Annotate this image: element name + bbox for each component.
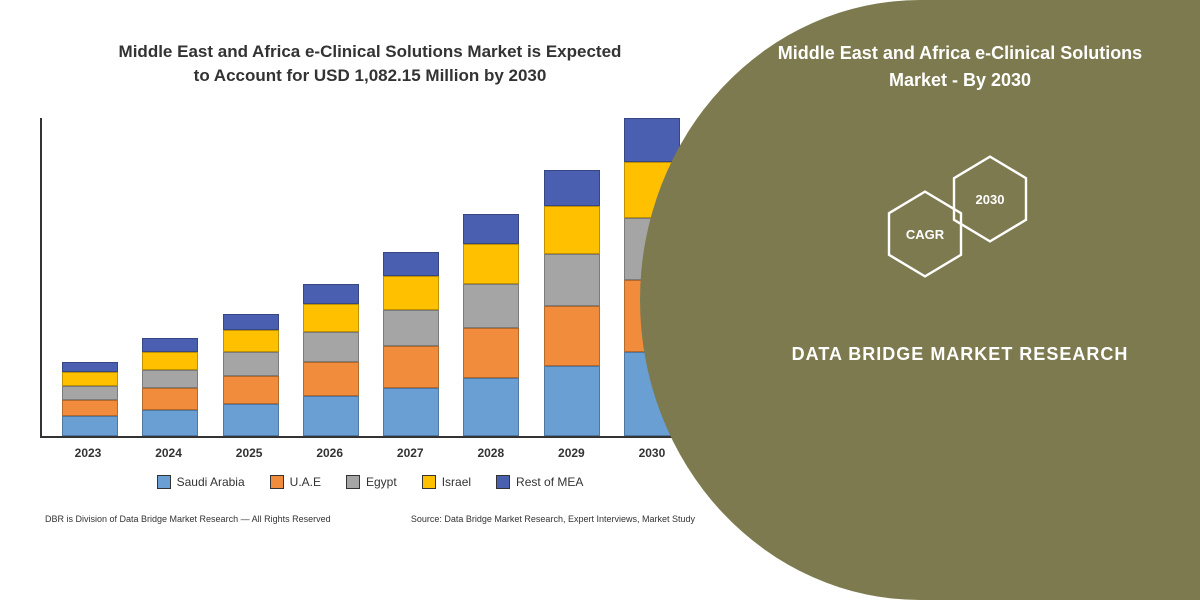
x-label: 2023 <box>60 446 116 460</box>
legend-label: Israel <box>442 475 471 489</box>
seg-israel <box>303 304 359 332</box>
seg-saudi-arabia <box>544 366 600 436</box>
seg-israel <box>223 330 279 352</box>
seg-u-a-e <box>303 362 359 396</box>
seg-u-a-e <box>62 400 118 416</box>
x-axis-labels: 2023 2024 2025 2026 2027 2028 2029 2030 <box>40 446 700 460</box>
legend-swatch <box>157 475 171 489</box>
seg-u-a-e <box>223 376 279 404</box>
x-label: 2026 <box>302 446 358 460</box>
seg-rest-of-mea <box>544 170 600 206</box>
seg-egypt <box>142 370 198 388</box>
chart-legend: Saudi Arabia U.A.E Egypt Israel Rest of MEA <box>40 475 700 489</box>
seg-rest-of-mea <box>463 214 519 244</box>
seg-rest-of-mea <box>142 338 198 352</box>
stacked-bar-chart <box>40 118 700 438</box>
seg-u-a-e <box>544 306 600 366</box>
x-label: 2025 <box>221 446 277 460</box>
seg-rest-of-mea <box>303 284 359 304</box>
seg-israel <box>383 276 439 310</box>
right-content: Middle East and Africa e-Clinical Soluti… <box>720 0 1200 405</box>
main-container: Middle East and Africa e-Clinical Soluti… <box>0 0 1200 600</box>
bar-2025 <box>223 314 279 436</box>
legend-swatch <box>346 475 360 489</box>
legend-swatch <box>270 475 284 489</box>
seg-egypt <box>383 310 439 346</box>
seg-saudi-arabia <box>383 388 439 436</box>
x-label: 2029 <box>543 446 599 460</box>
seg-saudi-arabia <box>62 416 118 436</box>
seg-egypt <box>62 386 118 400</box>
seg-u-a-e <box>142 388 198 410</box>
legend-item: Rest of MEA <box>496 475 583 489</box>
bar-2023 <box>62 362 118 436</box>
right-title: Middle East and Africa e-Clinical Soluti… <box>750 40 1170 94</box>
seg-u-a-e <box>463 328 519 378</box>
bar-2029 <box>544 170 600 436</box>
seg-israel <box>142 352 198 370</box>
seg-saudi-arabia <box>142 410 198 436</box>
legend-item: Egypt <box>346 475 397 489</box>
legend-swatch <box>422 475 436 489</box>
chart-footer: DBR is Division of Data Bridge Market Re… <box>40 514 700 524</box>
seg-saudi-arabia <box>223 404 279 436</box>
seg-egypt <box>303 332 359 362</box>
seg-egypt <box>463 284 519 328</box>
x-label: 2024 <box>141 446 197 460</box>
legend-item: Israel <box>422 475 471 489</box>
seg-rest-of-mea <box>62 362 118 372</box>
seg-u-a-e <box>383 346 439 388</box>
footer-left: DBR is Division of Data Bridge Market Re… <box>45 514 331 524</box>
bar-2028 <box>463 214 519 436</box>
right-panel: Middle East and Africa e-Clinical Soluti… <box>720 0 1200 600</box>
seg-egypt <box>544 254 600 306</box>
left-panel: Middle East and Africa e-Clinical Soluti… <box>0 0 720 600</box>
seg-rest-of-mea <box>223 314 279 330</box>
seg-egypt <box>223 352 279 376</box>
bar-2026 <box>303 284 359 436</box>
seg-saudi-arabia <box>303 396 359 436</box>
bar-2024 <box>142 338 198 436</box>
seg-saudi-arabia <box>463 378 519 436</box>
seg-israel <box>544 206 600 254</box>
hexagon-group: CAGR 2030 <box>870 154 1050 294</box>
x-label: 2030 <box>624 446 680 460</box>
legend-label: Saudi Arabia <box>177 475 245 489</box>
legend-label: Rest of MEA <box>516 475 583 489</box>
footer-right: Source: Data Bridge Market Research, Exp… <box>411 514 695 524</box>
hex-year: 2030 <box>950 154 1030 244</box>
seg-rest-of-mea <box>383 252 439 276</box>
seg-israel <box>463 244 519 284</box>
seg-rest-of-mea <box>624 118 680 162</box>
bar-2027 <box>383 252 439 436</box>
legend-label: Egypt <box>366 475 397 489</box>
legend-item: U.A.E <box>270 475 321 489</box>
x-label: 2027 <box>382 446 438 460</box>
chart-title: Middle East and Africa e-Clinical Soluti… <box>40 40 700 88</box>
seg-israel <box>62 372 118 386</box>
dbmr-brand: DATA BRIDGE MARKET RESEARCH <box>750 344 1170 365</box>
legend-label: U.A.E <box>290 475 321 489</box>
x-label: 2028 <box>463 446 519 460</box>
legend-swatch <box>496 475 510 489</box>
legend-item: Saudi Arabia <box>157 475 245 489</box>
